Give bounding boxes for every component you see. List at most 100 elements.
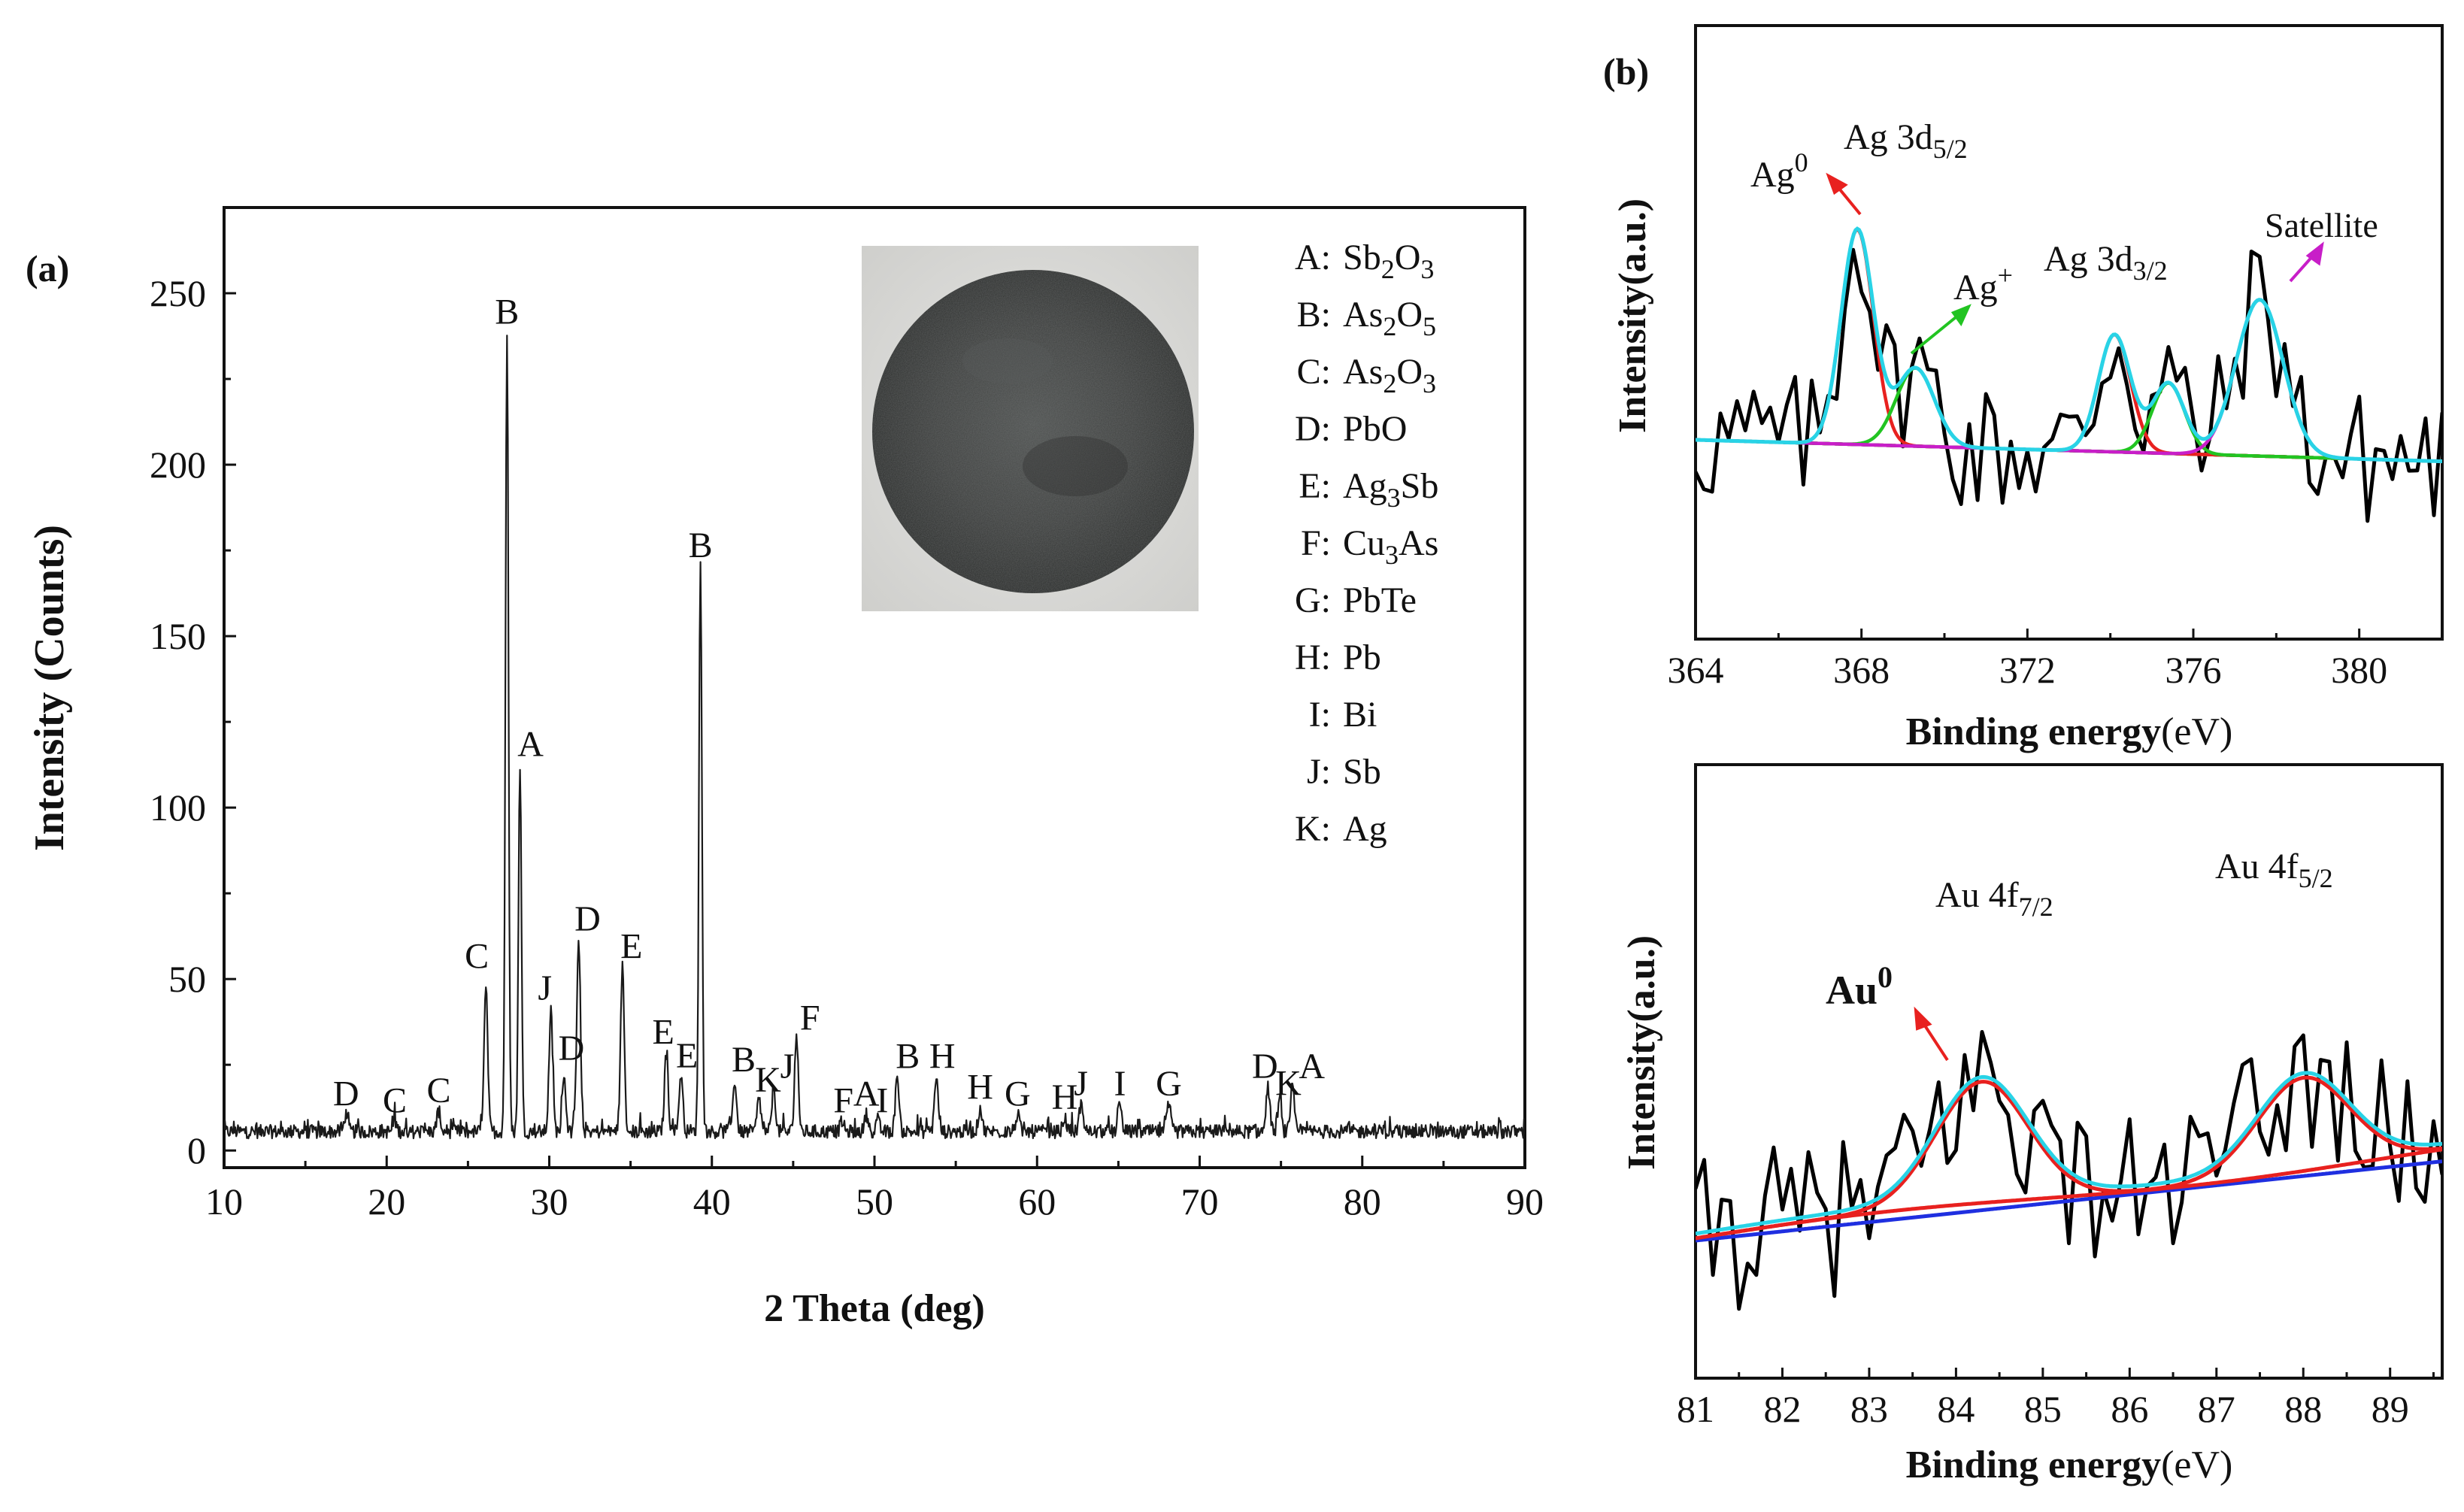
legend-entry: PbTe xyxy=(1343,580,1417,620)
xrd-peak-label: F xyxy=(833,1081,853,1121)
agplus-arrow xyxy=(1910,304,1972,355)
xrd-x-tick-label: 70 xyxy=(1181,1180,1219,1223)
au0-label: Au0 xyxy=(1826,960,1893,1013)
legend-entry: Ag3Sb xyxy=(1343,466,1438,513)
legend-key: G: xyxy=(1295,580,1331,620)
xps-ag-x-tick-label: 368 xyxy=(1833,649,1890,691)
xps-ag-plot-frame xyxy=(1694,24,2444,641)
legend-key: E: xyxy=(1299,466,1331,506)
xrd-peak-label: E xyxy=(653,1012,674,1052)
xps-ag-x-tick-label: 364 xyxy=(1668,649,1724,691)
xrd-x-tick-label: 30 xyxy=(531,1180,568,1223)
legend-entry: Sb2O3 xyxy=(1343,238,1434,284)
xrd-peak-label: G xyxy=(1005,1074,1031,1114)
xps-au-x-tick-label: 81 xyxy=(1677,1388,1714,1430)
legend-entry: As2O5 xyxy=(1343,295,1436,341)
xrd-y-axis-title: Intensity (Counts) xyxy=(26,525,73,851)
legend-key: A: xyxy=(1295,238,1331,277)
xrd-peak-label: H xyxy=(1052,1077,1078,1117)
xrd-peak-label: H xyxy=(967,1067,993,1107)
xrd-y-tick-label: 150 xyxy=(150,615,206,657)
legend-key: I: xyxy=(1309,695,1331,735)
panel-b-label: (b) xyxy=(1603,50,1649,92)
xrd-peak-label: B xyxy=(689,526,713,565)
satellite-label: Satellite xyxy=(2265,206,2378,244)
xps-au-x-axis-title: Binding energy(eV) xyxy=(1906,1444,2233,1486)
xps-ag-x-axis-title: Binding energy(eV) xyxy=(1906,711,2233,753)
xrd-peak-label: D xyxy=(574,899,601,939)
xrd-x-tick-label: 20 xyxy=(368,1180,405,1223)
xps-au-raw-spectrum xyxy=(1696,1030,2442,1311)
xrd-y-tick-label: 200 xyxy=(150,444,206,486)
xrd-x-tick-label: 90 xyxy=(1506,1180,1544,1223)
xrd-pattern-line xyxy=(224,335,1525,1140)
xps-ag-tick-labels: 364 368 372 376 380 xyxy=(1668,649,2388,691)
xps-au-x-tick-label: 89 xyxy=(2372,1388,2409,1430)
xrd-peak-label: D xyxy=(333,1074,359,1114)
xps-au-axis-ticks xyxy=(1694,1368,2435,1378)
xrd-axis-ticks xyxy=(223,292,1526,1168)
legend-entry: Bi xyxy=(1343,695,1377,735)
xps-au-x-tick-label: 83 xyxy=(1850,1388,1888,1430)
legend-entry: PbO xyxy=(1343,409,1407,449)
xps-au-x-tick-label: 88 xyxy=(2284,1388,2322,1430)
legend-key: F: xyxy=(1301,523,1331,563)
xps-au-x-tick-label: 87 xyxy=(2198,1388,2235,1430)
xps-ag-x-tick-label: 380 xyxy=(2331,649,2387,691)
xps-ag-axis-ticks xyxy=(1694,629,2361,639)
legend-entry: Ag xyxy=(1343,809,1387,849)
xrd-peak-label: C xyxy=(465,936,489,976)
xps-au-envelope xyxy=(1696,1071,2442,1236)
au0-arrow xyxy=(1914,1006,1949,1062)
xps-au-plot-frame xyxy=(1694,763,2444,1380)
xps-au-annotations: Au0 Au 4f7/2 Au 4f5/2 xyxy=(1826,847,2333,1062)
xrd-peak-label: B xyxy=(896,1036,920,1076)
xrd-y-tick-label: 0 xyxy=(187,1129,206,1171)
sample-photo xyxy=(862,246,1199,611)
xrd-peak-label: A xyxy=(517,724,544,764)
legend-key: K: xyxy=(1295,809,1331,849)
panel-a-label: (a) xyxy=(26,247,69,289)
xps-au-chart: 81 82 83 84 85 86 87 88 89 Au0 Au 4f7/2 Au 4f5/2… xyxy=(1620,763,2444,1486)
satellite-arrow xyxy=(2289,241,2324,283)
legend-entry: Sb xyxy=(1343,752,1381,792)
xps-au-x-tick-label: 82 xyxy=(1763,1388,1801,1430)
xrd-peak-label: J xyxy=(1074,1064,1088,1104)
legend-key: D: xyxy=(1295,409,1331,449)
xrd-peak-label: H xyxy=(929,1036,956,1076)
xrd-x-tick-label: 80 xyxy=(1344,1180,1381,1223)
phase-legend: A: Sb2O3 B: As2O5 C: As2O3 D: PbO E: Ag3Sb F: Cu3As… xyxy=(1295,238,1438,849)
xrd-peak-label: A xyxy=(1299,1047,1325,1086)
au-4f72-label: Au 4f7/2 xyxy=(1935,875,2053,922)
legend-key: H: xyxy=(1295,638,1331,677)
xrd-peak-label: E xyxy=(620,926,642,966)
xps-au-x-tick-label: 84 xyxy=(1937,1388,1975,1430)
xrd-peak-label: B xyxy=(732,1040,756,1080)
ag0-label: Ag0 xyxy=(1750,147,1808,195)
au-4f52-label: Au 4f5/2 xyxy=(2215,847,2333,893)
ag-3d52-label: Ag 3d5/2 xyxy=(1844,117,1968,164)
xps-ag-x-tick-label: 376 xyxy=(2165,649,2222,691)
xrd-peak-label: K xyxy=(755,1060,781,1100)
legend-entry: Pb xyxy=(1343,638,1381,677)
ag-3d32-label: Ag 3d3/2 xyxy=(2044,239,2168,286)
xrd-peak-label: J xyxy=(538,968,552,1008)
xrd-peak-label: F xyxy=(800,998,820,1038)
xps-ag-annotations: Ag0 Ag 3d5/2 Ag+ Ag 3d3/2 Satellite xyxy=(1750,117,2378,355)
xps-ag-envelope xyxy=(1696,226,2442,464)
legend-key: B: xyxy=(1297,295,1331,335)
xrd-peak-label: K xyxy=(1275,1063,1302,1103)
xps-ag-y-axis-title: Intensity(a.u.) xyxy=(1611,198,1654,433)
legend-entry: Cu3As xyxy=(1343,523,1438,570)
ag0-arrow xyxy=(1826,172,1862,216)
xps-au-baseline xyxy=(1696,1159,2442,1243)
xrd-tick-labels: 10 20 30 40 50 60 70 80 90 0 50 100 150 200 250 xyxy=(150,272,1544,1223)
xrd-peak-label: I xyxy=(1114,1064,1126,1104)
xrd-peak-label: D xyxy=(1252,1047,1278,1086)
xps-au-x-tick-label: 85 xyxy=(2024,1388,2062,1430)
xrd-peak-label: J xyxy=(780,1047,795,1086)
xps-au-x-tick-label: 86 xyxy=(2111,1388,2148,1430)
xps-au-fit-background xyxy=(1696,1147,2442,1241)
